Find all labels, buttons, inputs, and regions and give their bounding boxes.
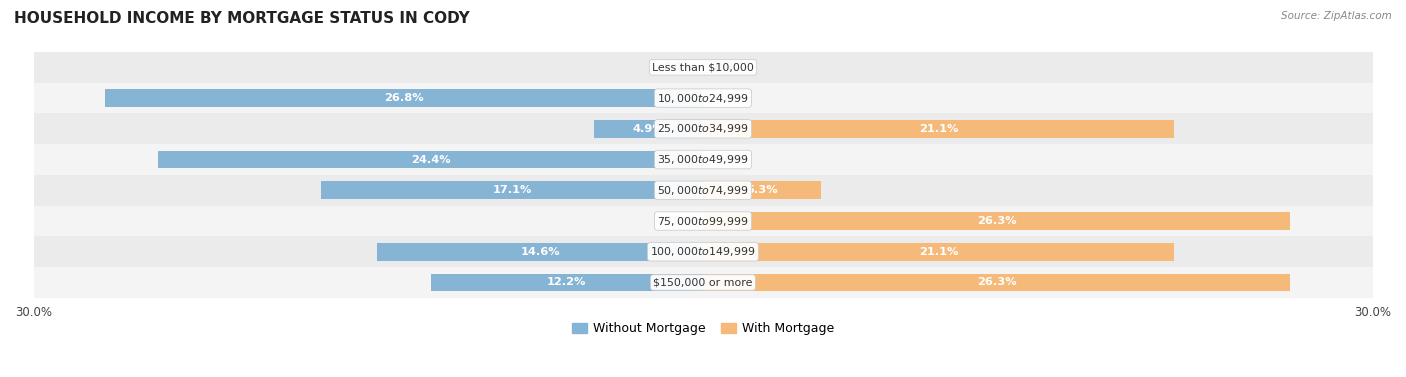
Text: 0.0%: 0.0% (714, 155, 742, 164)
Text: HOUSEHOLD INCOME BY MORTGAGE STATUS IN CODY: HOUSEHOLD INCOME BY MORTGAGE STATUS IN C… (14, 11, 470, 26)
Text: 0.0%: 0.0% (664, 216, 692, 226)
Text: Source: ZipAtlas.com: Source: ZipAtlas.com (1281, 11, 1392, 21)
Bar (34, 83, 1372, 113)
Bar (703, 120, 1174, 138)
Bar (703, 243, 1174, 261)
Bar (703, 274, 1289, 291)
Text: $150,000 or more: $150,000 or more (654, 277, 752, 288)
Text: 24.4%: 24.4% (411, 155, 450, 164)
Bar (430, 274, 703, 291)
Text: $100,000 to $149,999: $100,000 to $149,999 (651, 245, 755, 258)
Text: Less than $10,000: Less than $10,000 (652, 62, 754, 72)
Bar (34, 52, 1372, 83)
Text: 5.3%: 5.3% (747, 185, 778, 195)
Text: 17.1%: 17.1% (492, 185, 531, 195)
Text: 21.1%: 21.1% (918, 247, 957, 257)
Text: $35,000 to $49,999: $35,000 to $49,999 (657, 153, 749, 166)
Bar (159, 151, 703, 169)
Text: 26.8%: 26.8% (384, 93, 423, 103)
Bar (34, 144, 1372, 175)
Text: 4.9%: 4.9% (633, 124, 664, 134)
Bar (34, 267, 1372, 298)
Bar (105, 89, 703, 107)
Bar (34, 206, 1372, 236)
Bar (322, 181, 703, 199)
Text: 26.3%: 26.3% (977, 277, 1017, 288)
Text: $50,000 to $74,999: $50,000 to $74,999 (657, 184, 749, 197)
Legend: Without Mortgage, With Mortgage: Without Mortgage, With Mortgage (567, 317, 839, 340)
Bar (34, 236, 1372, 267)
Text: $10,000 to $24,999: $10,000 to $24,999 (657, 92, 749, 104)
Text: 21.1%: 21.1% (918, 124, 957, 134)
Text: 26.3%: 26.3% (977, 216, 1017, 226)
Text: 12.2%: 12.2% (547, 277, 586, 288)
Text: 0.0%: 0.0% (714, 62, 742, 72)
Bar (377, 243, 703, 261)
Bar (703, 181, 821, 199)
Bar (34, 175, 1372, 206)
Text: $25,000 to $34,999: $25,000 to $34,999 (657, 122, 749, 135)
Text: $75,000 to $99,999: $75,000 to $99,999 (657, 215, 749, 227)
Text: 14.6%: 14.6% (520, 247, 560, 257)
Text: 0.0%: 0.0% (714, 93, 742, 103)
Bar (703, 212, 1289, 230)
Bar (593, 120, 703, 138)
Bar (34, 113, 1372, 144)
Text: 0.0%: 0.0% (664, 62, 692, 72)
